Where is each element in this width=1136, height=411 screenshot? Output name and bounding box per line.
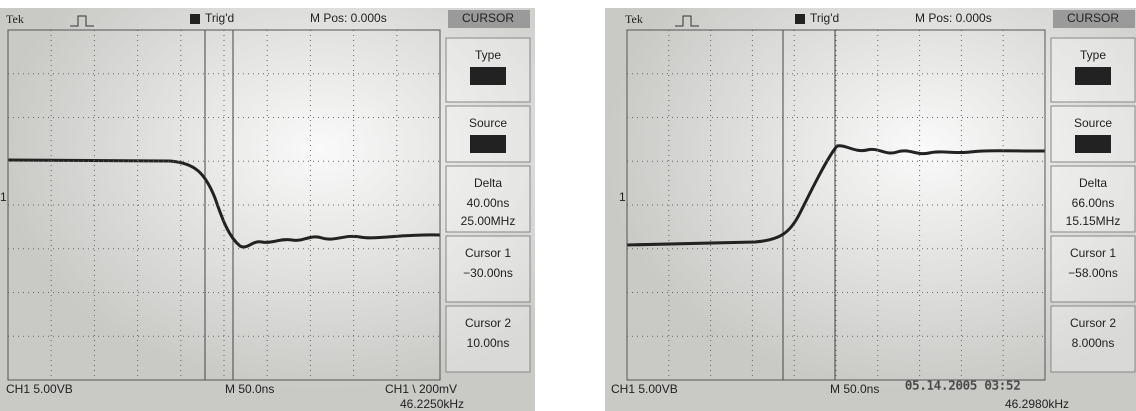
frequency: 46.2250kHz	[400, 397, 464, 411]
timebase: M 50.0ns	[225, 382, 274, 396]
menu-item	[1051, 106, 1135, 162]
menu-value: CH1	[1081, 136, 1105, 150]
brand: Tek	[6, 12, 24, 26]
scope-screen: Tek Trig'd M Pos: 0.000s 1 CURSOR Type Time Sou…	[0, 8, 535, 411]
menu-value: CH1	[476, 136, 500, 150]
trigger-status: Trig'd	[810, 11, 839, 25]
menu-title: CURSOR	[1067, 11, 1119, 25]
brand: Tek	[625, 12, 643, 26]
trigger-level: CH1 \ 200mV	[385, 382, 457, 396]
menu-label: Source	[1074, 116, 1112, 130]
trigger-status: Trig'd	[205, 11, 234, 25]
menu-label: Type	[1080, 48, 1106, 62]
menu-value: Time	[1080, 68, 1107, 82]
menu-item	[446, 106, 530, 162]
menu-label: Type	[475, 48, 501, 62]
timestamp: 05.14.2005 03:52	[905, 379, 1021, 393]
frequency: 46.2980kHz	[1005, 397, 1069, 411]
menu-label: Delta	[1079, 176, 1107, 190]
menu-label: Cursor 1	[465, 246, 511, 260]
menu-label: Cursor 1	[1070, 246, 1116, 260]
trigger-box	[795, 14, 805, 24]
menu-title: CURSOR	[462, 11, 514, 25]
menu-label: Delta	[474, 176, 502, 190]
ground-marker: 1	[0, 190, 7, 204]
menu-value: 10.00ns	[467, 336, 510, 350]
trigger-box	[190, 14, 200, 24]
menu-value: −58.00ns	[1068, 266, 1118, 280]
position: M Pos: 0.000s	[310, 11, 387, 25]
menu-value: 40.00ns	[467, 196, 510, 210]
oscilloscope-photo: Tek Trig'd M Pos: 0.000s 1 CURSOR Type Time Sou…	[0, 0, 1136, 411]
menu-label: Cursor 2	[465, 316, 511, 330]
channel-scale: CH1 5.00VB	[611, 382, 678, 396]
menu-label: Source	[469, 116, 507, 130]
menu-value: −30.00ns	[463, 266, 513, 280]
menu-value: 15.15MHz	[1066, 214, 1121, 228]
position: M Pos: 0.000s	[915, 11, 992, 25]
ground-marker: 1	[619, 190, 626, 204]
scope-screen: Tek Trig'd M Pos: 0.000s 1 CURSOR Type Time Sou…	[605, 8, 1136, 411]
menu-value: 25.00MHz	[461, 214, 516, 228]
channel-scale: CH1 5.00VB	[6, 382, 73, 396]
menu-value: Time	[475, 68, 502, 82]
menu-value: 8.000ns	[1072, 336, 1115, 350]
menu-label: Cursor 2	[1070, 316, 1116, 330]
menu-value: 66.00ns	[1072, 196, 1115, 210]
timebase: M 50.0ns	[830, 382, 879, 396]
